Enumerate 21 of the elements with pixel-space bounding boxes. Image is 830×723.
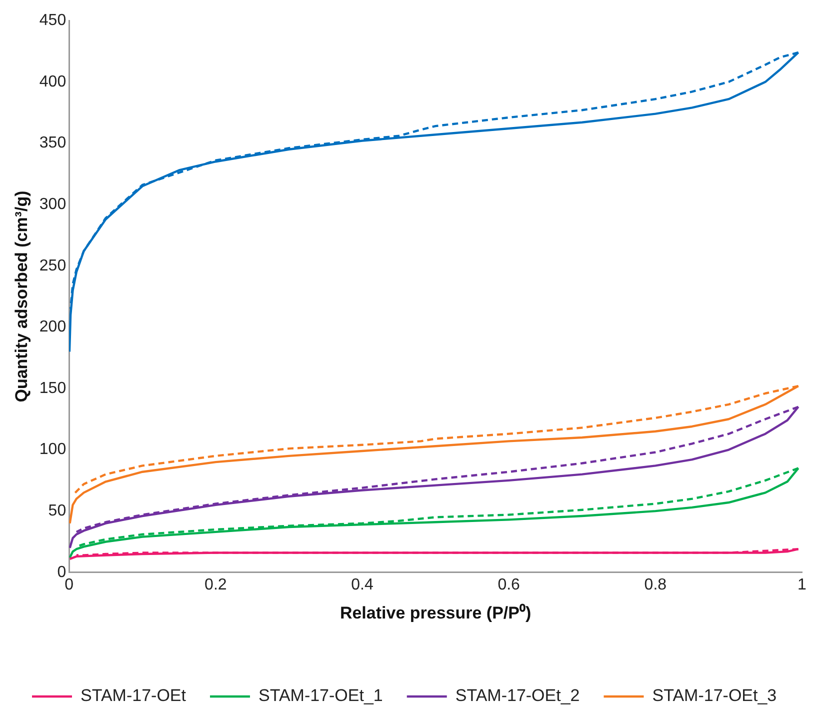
y-tick-label: 250 bbox=[39, 257, 66, 274]
y-tick-label: 150 bbox=[39, 380, 66, 397]
x-tick-label: 1 bbox=[798, 576, 807, 594]
y-tick-label: 400 bbox=[39, 73, 66, 90]
y-tick-label: 100 bbox=[39, 441, 66, 458]
legend-label: STAM-17-OEt_3 bbox=[652, 686, 777, 706]
legend-label: STAM-17-OEt_2 bbox=[455, 686, 580, 706]
legend-label: STAM-17-OEt bbox=[80, 686, 186, 706]
x-tick-label: 0.6 bbox=[498, 576, 520, 594]
y-tick-label: 300 bbox=[39, 196, 66, 213]
x-tick-label: 0.4 bbox=[351, 576, 374, 594]
y-tick-label: 0 bbox=[57, 564, 66, 581]
y-tick-label: 200 bbox=[39, 318, 66, 336]
x-axis-title: Relative pressure (P/P⁰) bbox=[340, 603, 532, 622]
y-axis-title: Quantity adsorbed (cm³/g) bbox=[12, 190, 31, 402]
x-tick-label: 0.8 bbox=[644, 576, 667, 594]
y-tick-label: 450 bbox=[39, 12, 66, 30]
y-tick-label: 50 bbox=[48, 502, 66, 520]
legend-label: STAM-17-OEt_1 bbox=[258, 686, 383, 706]
y-tick-label: 350 bbox=[39, 134, 66, 152]
x-tick-label: 0.2 bbox=[204, 576, 227, 594]
